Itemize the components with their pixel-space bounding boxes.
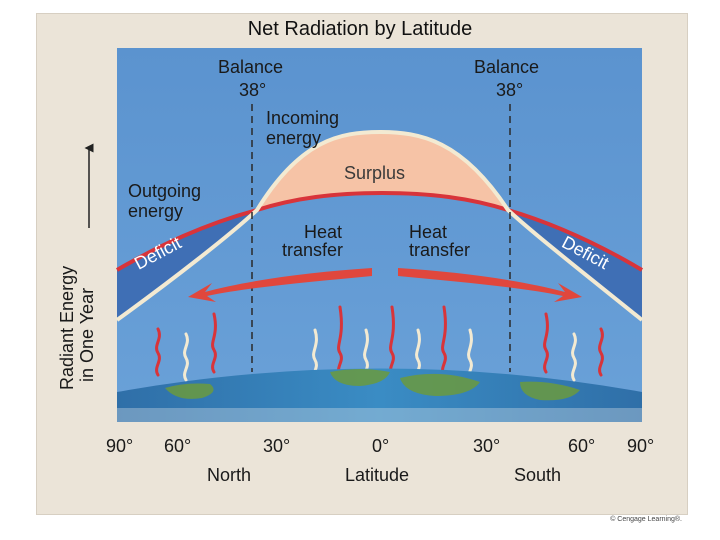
red-wiggle — [337, 305, 343, 377]
red-wiggle — [211, 312, 217, 374]
incoming-energy-curve — [115, 129, 644, 322]
earth-haze — [117, 408, 642, 422]
heat-transfer-arrow-left — [188, 268, 372, 302]
copyright-credit: © Cengage Learning®. — [610, 516, 682, 523]
cream-wiggle — [183, 332, 189, 382]
red-wiggle — [543, 312, 549, 374]
outgoing-energy-curve — [115, 190, 644, 272]
earth-land-patches — [165, 369, 580, 401]
surplus-region — [257, 132, 508, 210]
red-wiggle — [598, 327, 604, 377]
earth-surface — [117, 368, 642, 422]
red-wiggle — [441, 305, 447, 377]
heat-transfer-arrow-right — [398, 268, 582, 302]
red-wiggle — [389, 305, 395, 377]
page-title: Net Radiation by Latitude — [247, 18, 473, 40]
cream-wiggle — [571, 332, 577, 382]
red-wiggle — [155, 327, 161, 377]
